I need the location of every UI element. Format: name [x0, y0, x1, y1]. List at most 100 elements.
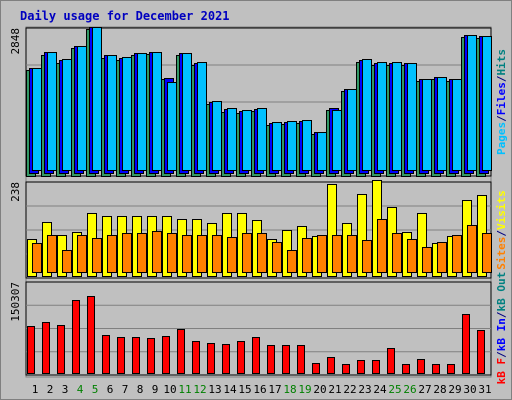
- bar-pages-5: [92, 27, 102, 171]
- bar-sites-26: [407, 239, 417, 273]
- bar-pages-22: [347, 89, 357, 171]
- bar-kb-f-13: [207, 343, 215, 374]
- bar-pages-21: [332, 110, 342, 171]
- x-tick-6: 6: [107, 383, 114, 396]
- bar-sites-4: [77, 235, 87, 273]
- bar-pages-29: [452, 79, 462, 171]
- bar-pages-28: [437, 77, 447, 171]
- bar-sites-22: [347, 235, 357, 273]
- bar-kb-f-16: [252, 337, 260, 374]
- bar-sites-8: [137, 233, 147, 273]
- bar-pages-4: [77, 46, 87, 171]
- bar-sites-27: [422, 247, 432, 273]
- x-tick-15: 15: [238, 383, 251, 396]
- bar-sites-23: [362, 240, 372, 273]
- x-tick-27: 27: [418, 383, 431, 396]
- bar-pages-16: [257, 108, 267, 171]
- bar-kb-f-4: [72, 300, 80, 374]
- bar-visits-23: [357, 194, 367, 277]
- bar-sites-31: [482, 233, 492, 273]
- legend-entry: /: [495, 115, 508, 122]
- bar-pages-19: [302, 120, 312, 171]
- bar-sites-19: [302, 238, 312, 273]
- bar-sites-17: [272, 242, 282, 273]
- bar-kb-f-28: [432, 364, 440, 374]
- bar-sites-13: [212, 235, 222, 273]
- legend-hits-files-pages: Pages/Files/Hits: [495, 49, 508, 155]
- bar-sites-11: [182, 235, 192, 273]
- bar-sites-29: [452, 235, 462, 273]
- bar-kb-f-24: [372, 360, 380, 374]
- bar-kb-f-30: [462, 314, 470, 374]
- x-tick-18: 18: [283, 383, 296, 396]
- bar-sites-3: [62, 250, 72, 273]
- bar-pages-14: [227, 108, 237, 171]
- x-tick-16: 16: [253, 383, 266, 396]
- bar-pages-30: [467, 35, 477, 171]
- bar-kb-f-20: [312, 363, 320, 374]
- bar-kb-f-12: [192, 341, 200, 374]
- x-tick-22: 22: [343, 383, 356, 396]
- x-tick-20: 20: [313, 383, 326, 396]
- x-tick-8: 8: [137, 383, 144, 396]
- bar-pages-7: [122, 57, 132, 171]
- x-tick-7: 7: [122, 383, 129, 396]
- bar-pages-23: [362, 59, 372, 171]
- x-tick-31: 31: [478, 383, 491, 396]
- bar-pages-12: [197, 62, 207, 171]
- x-tick-4: 4: [77, 383, 84, 396]
- bar-kb-f-29: [447, 364, 455, 374]
- bar-kb-f-31: [477, 330, 485, 374]
- x-tick-10: 10: [163, 383, 176, 396]
- x-tick-29: 29: [448, 383, 461, 396]
- x-tick-14: 14: [223, 383, 237, 396]
- ymax-label: 238: [9, 182, 22, 202]
- bar-kb-f-22: [342, 364, 350, 374]
- bar-kb-f-2: [42, 322, 50, 374]
- legend-entry: Visits: [495, 190, 508, 230]
- x-tick-9: 9: [152, 383, 159, 396]
- bar-kb-f-15: [237, 341, 245, 374]
- legend-entry: /: [495, 311, 508, 318]
- legend-entry: Pages: [495, 122, 508, 155]
- x-tick-19: 19: [298, 383, 311, 396]
- legend-entry: /: [495, 230, 508, 237]
- legend-entry: Sites: [495, 237, 508, 270]
- bar-pages-17: [272, 122, 282, 171]
- bar-sites-7: [122, 233, 132, 273]
- bar-kb-f-14: [222, 344, 230, 374]
- bar-kb-f-23: [357, 360, 365, 374]
- bar-kb-f-7: [117, 337, 125, 374]
- bar-sites-18: [287, 250, 297, 273]
- bar-kb-f-5: [87, 296, 95, 374]
- bar-visits-27: [417, 213, 427, 277]
- x-tick-11: 11: [178, 383, 191, 396]
- bar-pages-20: [317, 132, 327, 171]
- bar-pages-26: [407, 63, 417, 171]
- bar-kb-f-19: [297, 345, 305, 374]
- bar-sites-14: [227, 237, 237, 273]
- bar-pages-8: [137, 53, 147, 171]
- x-tick-28: 28: [433, 383, 446, 396]
- legend-kbin-kbout-kbf: kB F/kB In/kB Out: [495, 272, 508, 385]
- bar-pages-1: [32, 68, 42, 171]
- x-tick-3: 3: [62, 383, 69, 396]
- x-tick-12: 12: [193, 383, 206, 396]
- bar-sites-6: [107, 235, 117, 273]
- legend-visits-sites: Sites/Visits: [495, 190, 508, 270]
- x-tick-24: 24: [373, 383, 387, 396]
- bar-pages-2: [47, 52, 57, 171]
- bar-pages-27: [422, 79, 432, 171]
- bar-kb-f-25: [387, 348, 395, 374]
- bar-pages-15: [242, 110, 252, 171]
- bar-pages-6: [107, 55, 117, 171]
- bar-pages-31: [482, 36, 492, 171]
- legend-entry: kB In: [495, 318, 508, 351]
- bar-kb-f-18: [282, 345, 290, 374]
- bar-kb-f-8: [132, 337, 140, 374]
- bar-pages-10: [167, 82, 177, 171]
- bar-pages-11: [182, 53, 192, 171]
- bar-sites-1: [32, 243, 42, 273]
- chart-title: Daily usage for December 2021: [20, 9, 230, 23]
- bar-sites-10: [167, 233, 177, 273]
